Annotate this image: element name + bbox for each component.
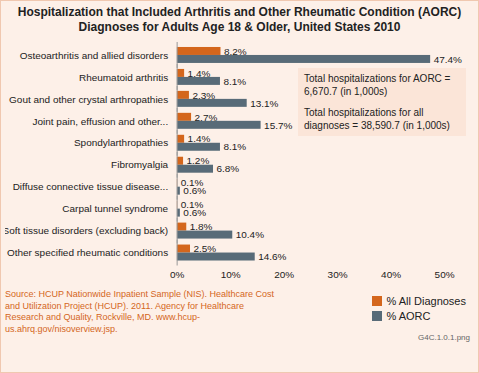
- svg-text:8.1%: 8.1%: [223, 76, 246, 87]
- svg-text:2.7%: 2.7%: [195, 112, 218, 123]
- html-text:Total hospitalizations for all: Total hospitalizations for all diagnoses…: [304, 107, 450, 131]
- svg-text:8.1%: 8.1%: [223, 141, 246, 152]
- svg-text:10.4%: 10.4%: [236, 229, 264, 240]
- svg-text:Osteoarthritis and allied diso: Osteoarthritis and allied disorders: [20, 50, 169, 61]
- svg-text:Carpal tunnel syndrome: Carpal tunnel syndrome: [62, 203, 168, 214]
- svg-text:0.1%: 0.1%: [180, 177, 204, 189]
- svg-text:Soft tissue disorders (excludi: Soft tissue disorders (excluding back): [5, 225, 168, 236]
- svg-text:8.2%: 8.2%: [224, 46, 247, 57]
- svg-text:Fibromyalgia: Fibromyalgia: [111, 159, 169, 170]
- html-text:Source: HCUP Nationwide Inpati: Source: HCUP Nationwide Inpatient Sample…: [5, 289, 274, 334]
- html-text:% All Diagnoses: % All Diagnoses: [386, 295, 466, 308]
- svg-text:0.6%: 0.6%: [183, 185, 206, 196]
- svg-text:0.1%: 0.1%: [180, 199, 204, 211]
- svg-text:2.3%: 2.3%: [192, 90, 215, 101]
- html-text:G4C.1.0.1.png: G4C.1.0.1.png: [418, 333, 470, 343]
- svg-text:20%: 20%: [274, 269, 294, 280]
- svg-text:Rheumatoid arthritis: Rheumatoid arthritis: [79, 72, 168, 83]
- svg-text:0.6%: 0.6%: [183, 207, 206, 218]
- svg-text:30%: 30%: [328, 269, 348, 280]
- html-text:Total hospitalizations for AOR: Total hospitalizations for AORC = 6,670.…: [304, 73, 451, 97]
- svg-text:14.6%: 14.6%: [258, 251, 286, 262]
- svg-text:Gout and other crystal arthrop: Gout and other crystal arthropathies: [9, 94, 168, 105]
- svg-text:2.5%: 2.5%: [194, 243, 217, 254]
- svg-text:Diffuse connective tissue dise: Diffuse connective tissue disease...: [13, 181, 169, 192]
- svg-text:40%: 40%: [381, 269, 401, 280]
- svg-text:1.2%: 1.2%: [187, 155, 210, 166]
- svg-text:Joint pain, effusion and other: Joint pain, effusion and other...: [33, 116, 169, 127]
- svg-text:15.7%: 15.7%: [264, 120, 292, 131]
- svg-text:1.4%: 1.4%: [188, 68, 211, 79]
- svg-text:6.8%: 6.8%: [216, 163, 239, 174]
- html-text:Hospitalization that Included: Hospitalization that Included Arthritis …: [17, 5, 462, 34]
- svg-text:13.1%: 13.1%: [250, 98, 278, 109]
- svg-text:50%: 50%: [435, 269, 455, 280]
- svg-text:Other specified rheumatic cond: Other specified rheumatic conditions: [7, 247, 168, 258]
- html-text:% AORC: % AORC: [386, 310, 431, 323]
- svg-text:0%: 0%: [170, 269, 185, 280]
- svg-text:Spondylarthropathies: Spondylarthropathies: [74, 137, 168, 148]
- svg-text:47.4%: 47.4%: [434, 54, 462, 65]
- svg-text:1.8%: 1.8%: [190, 221, 213, 232]
- svg-text:10%: 10%: [221, 269, 241, 280]
- svg-text:1.4%: 1.4%: [188, 133, 211, 144]
